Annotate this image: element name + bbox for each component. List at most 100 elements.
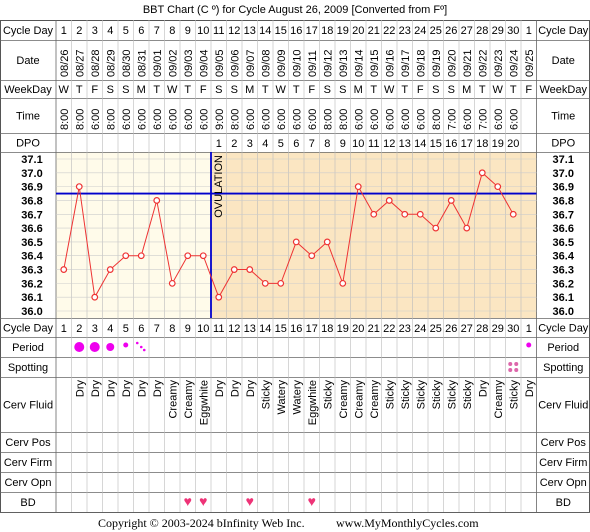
cycle-day-cell: 5 bbox=[123, 25, 129, 37]
temperature-point bbox=[91, 293, 99, 301]
cerv-fluid-cell: Creamy bbox=[493, 380, 505, 419]
cerv-fluid-cell: Sticky bbox=[446, 380, 458, 410]
weekday-cell: T bbox=[262, 84, 269, 96]
cerv-fluid-cell: Creamy bbox=[369, 380, 381, 419]
row-label-cerv-firm-right: Cerv Firm bbox=[539, 457, 587, 469]
row-label-cerv-opn: Cerv Opn bbox=[4, 477, 51, 489]
bd-heart-icon: ♥ bbox=[308, 493, 316, 509]
temperature-point bbox=[432, 224, 440, 232]
cycle-day-cell-bottom: 15 bbox=[275, 323, 287, 335]
time-cell: 6:00 bbox=[369, 109, 381, 130]
temperature-point bbox=[246, 266, 254, 273]
time-cell: 8:00 bbox=[105, 109, 117, 130]
date-cell: 09/14 bbox=[353, 49, 365, 77]
cerv-fluid-cell: Dry bbox=[152, 380, 164, 398]
time-cell: 6:00 bbox=[307, 109, 319, 130]
row-label-date: Date bbox=[16, 55, 39, 67]
time-cell: 7:00 bbox=[446, 109, 458, 130]
y-tick-label: 36.9 bbox=[21, 182, 42, 194]
cerv-fluid-cell: Creamy bbox=[167, 380, 179, 419]
cycle-day-cell-bottom: 3 bbox=[92, 323, 98, 335]
cycle-day-cell: 26 bbox=[445, 25, 457, 37]
cycle-day-cell: 9 bbox=[185, 25, 191, 37]
cerv-fluid-cell: Dry bbox=[214, 380, 226, 398]
cerv-fluid-cell: Sticky bbox=[508, 380, 520, 410]
temperature-point bbox=[494, 183, 502, 191]
weekday-cell: T bbox=[184, 84, 191, 96]
date-cell: 09/23 bbox=[493, 49, 505, 77]
time-cell: 8:00 bbox=[322, 109, 334, 130]
y-tick-label: 36.3 bbox=[21, 265, 42, 277]
bd-heart-icon: ♥ bbox=[199, 493, 207, 509]
date-cell: 08/26 bbox=[59, 49, 71, 77]
cycle-day-cell-bottom: 29 bbox=[492, 323, 504, 335]
cycle-day-cell-bottom: 1 bbox=[61, 323, 67, 335]
cycle-day-cell: 25 bbox=[430, 25, 442, 37]
date-cell: 09/12 bbox=[322, 49, 334, 77]
weekday-cell: T bbox=[76, 84, 83, 96]
date-cell: 08/31 bbox=[136, 49, 148, 77]
temperature-point bbox=[277, 279, 285, 287]
cycle-day-cell: 11 bbox=[213, 25, 224, 37]
cycle-day-cell-bottom: 7 bbox=[154, 323, 160, 335]
cycle-day-cell-bottom: 28 bbox=[476, 323, 488, 335]
period-heavy-dot bbox=[74, 342, 85, 352]
cycle-day-cell-bottom: 5 bbox=[123, 323, 129, 335]
date-cell: 09/11 bbox=[307, 50, 319, 77]
dpo-cell: 14 bbox=[414, 138, 426, 150]
y-tick-label-right: 37.0 bbox=[553, 168, 574, 180]
cycle-day-cell: 21 bbox=[368, 25, 380, 37]
date-cell: 09/02 bbox=[167, 49, 179, 77]
cycle-day-cell-bottom: 11 bbox=[213, 323, 224, 335]
bd-heart-icon: ♥ bbox=[246, 493, 254, 509]
row-label-cycle-day2: Cycle Day bbox=[3, 323, 54, 335]
time-cell: 6:00 bbox=[245, 109, 257, 130]
temperature-point bbox=[199, 252, 207, 260]
cycle-day-cell: 14 bbox=[259, 25, 271, 37]
date-cell: 09/18 bbox=[415, 49, 427, 77]
date-cell: 08/27 bbox=[74, 49, 86, 77]
cerv-fluid-cell: Dry bbox=[121, 380, 133, 398]
weekday-cell: S bbox=[122, 84, 129, 96]
cycle-day-cell: 6 bbox=[138, 25, 144, 37]
cycle-day-cell: 28 bbox=[476, 25, 488, 37]
weekday-cell: S bbox=[231, 84, 238, 96]
cycle-day-cell: 13 bbox=[244, 25, 256, 37]
cycle-day-cell-bottom: 27 bbox=[461, 323, 473, 335]
post-ovulation-area bbox=[211, 152, 537, 318]
dpo-cell: 18 bbox=[476, 138, 488, 150]
time-cell: 9:00 bbox=[214, 109, 226, 130]
time-cell: 6:00 bbox=[353, 109, 365, 130]
cycle-day-cell: 8 bbox=[169, 25, 175, 37]
cycle-day-cell: 1 bbox=[61, 25, 67, 37]
y-tick-label: 36.1 bbox=[21, 292, 42, 304]
time-cell: 6:00 bbox=[291, 109, 303, 130]
y-tick-label-right: 36.3 bbox=[553, 265, 574, 277]
cerv-fluid-cell: Dry bbox=[105, 380, 117, 398]
date-cell: 08/28 bbox=[90, 49, 102, 77]
temperature-point bbox=[60, 266, 68, 273]
date-cell: 09/25 bbox=[524, 49, 536, 77]
site-url[interactable]: www.MyMonthlyCycles.com bbox=[336, 516, 479, 530]
temperature-point bbox=[261, 279, 269, 287]
time-cell: 8:00 bbox=[338, 109, 350, 130]
dpo-cell: 4 bbox=[262, 138, 268, 150]
weekday-cell: F bbox=[308, 84, 315, 96]
time-cell: 7:00 bbox=[477, 109, 489, 130]
weekday-cell: F bbox=[200, 84, 207, 96]
y-tick-label: 37.0 bbox=[21, 168, 42, 180]
dpo-cell: 9 bbox=[340, 138, 346, 150]
bd-heart-icon: ♥ bbox=[184, 493, 192, 509]
date-cell: 09/01 bbox=[152, 49, 164, 77]
cycle-day-cell: 17 bbox=[306, 25, 318, 37]
cerv-fluid-cell: Dry bbox=[90, 380, 102, 398]
temperature-point bbox=[292, 238, 300, 246]
cycle-day-cell-bottom: 12 bbox=[228, 323, 240, 335]
weekday-cell: W bbox=[384, 84, 395, 96]
time-cell: 6:00 bbox=[152, 109, 164, 130]
weekday-cell: S bbox=[339, 84, 346, 96]
cycle-day-cell: 30 bbox=[507, 25, 519, 37]
date-cell: 09/19 bbox=[431, 49, 443, 77]
time-cell: 6:00 bbox=[167, 109, 179, 130]
temperature-point bbox=[385, 197, 393, 204]
